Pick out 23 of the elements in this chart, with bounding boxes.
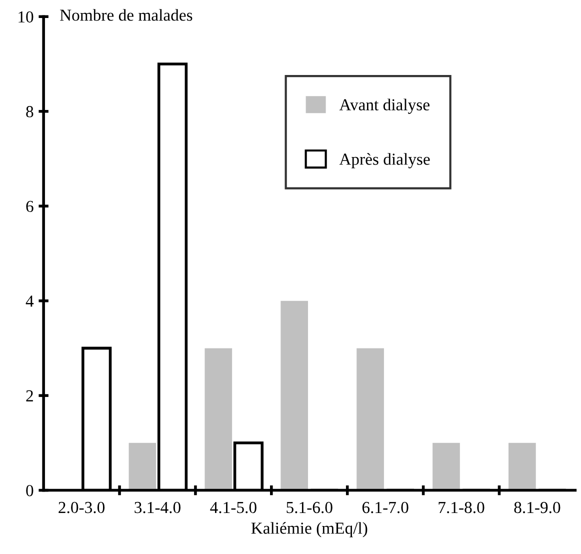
bar xyxy=(280,300,308,490)
x-tick-label: 4.1-5.0 xyxy=(210,502,256,514)
x-tick-label: 5.1-6.0 xyxy=(286,502,332,514)
bar xyxy=(508,442,536,490)
bar xyxy=(204,348,232,490)
bar xyxy=(128,442,156,490)
x-tick-label: 7.1-8.0 xyxy=(438,502,484,514)
x-axis-title: Kaliémie (mEq/l) xyxy=(251,522,368,538)
y-tick-label: 0 xyxy=(26,484,34,496)
y-axis-title: Nombre de malades xyxy=(60,9,192,21)
y-tick-label: 2 xyxy=(26,390,33,402)
legend-label: Avant dialyse xyxy=(339,98,430,114)
legend-label: Après dialyse xyxy=(339,153,430,168)
x-tick-label: 8.1-9.0 xyxy=(514,502,560,514)
x-tick-label: 6.1-7.0 xyxy=(362,502,408,514)
y-tick-label: 6 xyxy=(26,200,34,212)
y-tick-label: 10 xyxy=(18,11,34,23)
bar xyxy=(432,442,460,490)
y-tick-label: 4 xyxy=(26,296,34,307)
bar xyxy=(356,348,384,490)
x-tick-label: 2.0-3.0 xyxy=(58,502,105,514)
y-tick-label: 8 xyxy=(26,106,34,118)
x-tick-label: 3.1-4.0 xyxy=(134,502,180,514)
